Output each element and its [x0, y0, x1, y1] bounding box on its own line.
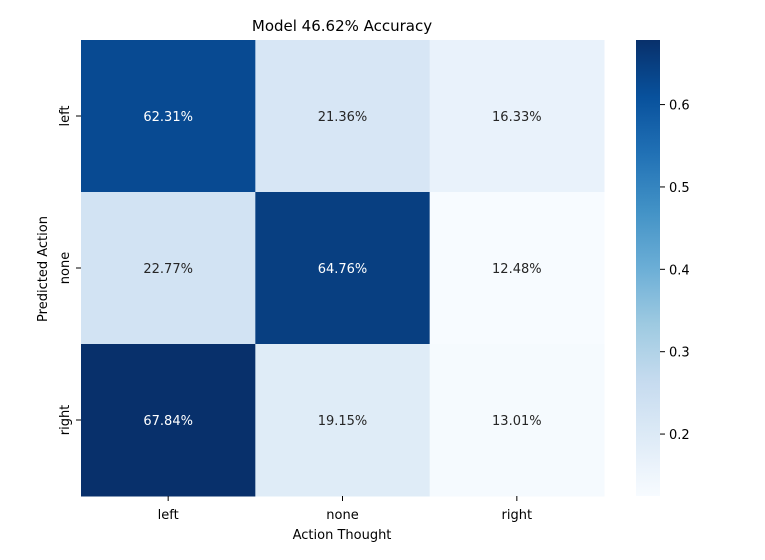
heatmap-cell-left-right — [429, 40, 605, 193]
colorbar — [636, 40, 660, 496]
y-tick-label-none: none — [58, 252, 73, 284]
x-tick-label-none: none — [326, 508, 358, 523]
y-axis-ticks: left none right — [58, 105, 81, 435]
x-axis-label: Action Thought — [293, 528, 392, 543]
colorbar-tick-label-3: 0.5 — [669, 181, 690, 196]
heatmap-cell-labels: 62.31% 21.36% 16.33% 22.77% 64.76% 12.48% 67.8… — [143, 110, 541, 429]
cell-label-right-right: 13.01% — [492, 414, 542, 429]
heatmap-cell-none-left — [81, 192, 256, 345]
heatmap-cell-left-none — [255, 40, 431, 193]
colorbar-tick-label-4: 0.6 — [669, 99, 690, 114]
heatmap-cell-right-none — [255, 344, 431, 497]
y-tick-label-left: left — [58, 105, 73, 126]
y-axis-label: Predicted Action — [36, 216, 51, 322]
heatmap-cells — [81, 40, 605, 497]
x-tick-label-right: right — [502, 508, 533, 523]
colorbar-tick-label-0: 0.2 — [669, 428, 690, 443]
heatmap-cell-left-left — [81, 40, 256, 193]
cell-label-right-left: 67.84% — [143, 414, 193, 429]
heatmap-cell-none-right — [429, 192, 605, 345]
heatmap-cell-right-left — [81, 344, 256, 497]
cell-label-none-none: 64.76% — [318, 262, 368, 277]
x-axis-ticks: left none right — [158, 496, 532, 523]
colorbar-tick-label-2: 0.4 — [669, 263, 690, 278]
colorbar-tick-label-1: 0.3 — [669, 346, 690, 361]
cell-label-none-right: 12.48% — [492, 262, 542, 277]
colorbar-ticks: 0.2 0.3 0.4 0.5 0.6 — [660, 99, 690, 443]
heatmap-cell-right-right — [429, 344, 605, 497]
y-tick-label-right: right — [58, 405, 73, 436]
cell-label-none-left: 22.77% — [143, 262, 193, 277]
cell-label-left-none: 21.36% — [318, 110, 368, 125]
cell-label-left-right: 16.33% — [492, 110, 542, 125]
cell-label-left-left: 62.31% — [143, 110, 193, 125]
x-tick-label-left: left — [158, 508, 179, 523]
chart-title: Model 46.62% Accuracy — [252, 17, 432, 35]
heatmap-cell-none-none — [255, 192, 431, 345]
cell-label-right-none: 19.15% — [318, 414, 368, 429]
